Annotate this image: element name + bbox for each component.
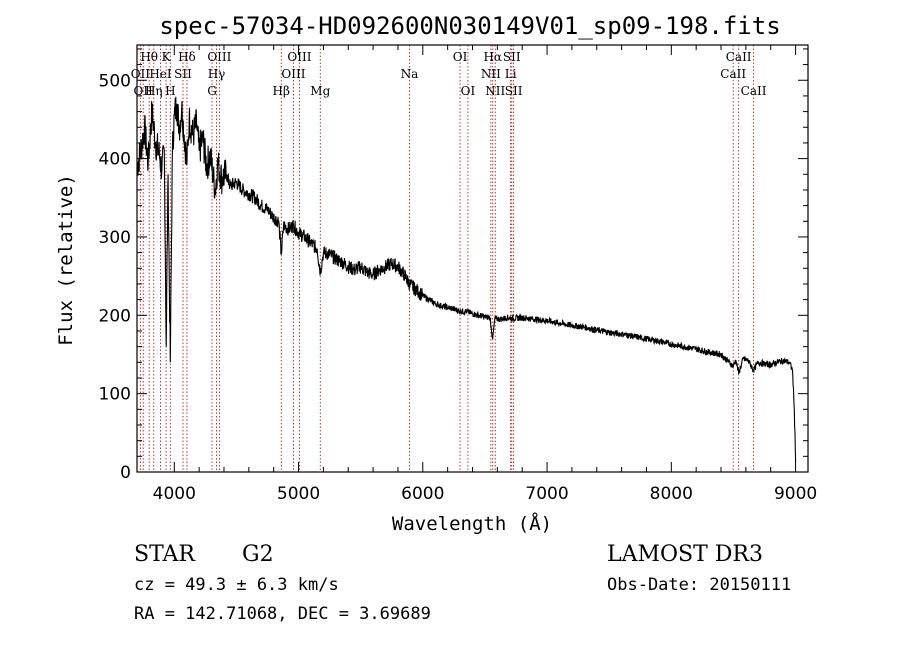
line-label: OI xyxy=(461,84,476,98)
line-label: NII xyxy=(481,67,501,81)
y-axis-label: Flux (relative) xyxy=(55,174,77,346)
line-label: OI xyxy=(453,50,468,64)
line-label: CaII xyxy=(720,67,746,81)
velocity-readout: cz = 49.3 ± 6.3 km/s xyxy=(134,575,339,595)
x-tick-label: 4000 xyxy=(153,484,196,504)
y-tick-labels: 0 100 200 300 400 500 xyxy=(99,71,131,483)
x-tick-label: 9000 xyxy=(774,484,817,504)
coordinates: RA = 142.71068, DEC = 3.69689 xyxy=(134,604,431,624)
line-label: Mg xyxy=(310,84,330,98)
y-tick-label: 100 xyxy=(99,385,131,405)
y-tick-label: 400 xyxy=(99,150,131,170)
line-label: SII xyxy=(503,50,521,64)
y-tick-label: 500 xyxy=(99,71,131,91)
y-tick-label: 0 xyxy=(120,463,131,483)
line-label: Li xyxy=(505,67,517,81)
line-label: H xyxy=(165,84,175,98)
spectrum-line xyxy=(136,96,797,463)
y-tick-label: 200 xyxy=(99,306,131,326)
x-tick-label: 5000 xyxy=(277,484,320,504)
line-label: Hα xyxy=(483,50,502,64)
y-tick-label: 300 xyxy=(99,228,131,248)
spectral-subclass: G2 xyxy=(242,542,274,567)
line-label: Hθ xyxy=(140,50,158,64)
line-label: G xyxy=(207,84,217,98)
line-marker-group xyxy=(139,45,755,472)
line-label: OII xyxy=(131,67,151,81)
x-tick-labels: 4000 5000 6000 7000 8000 9000 xyxy=(153,484,818,504)
x-axis-label: Wavelength (Å) xyxy=(392,512,552,535)
line-label: Hδ xyxy=(178,50,196,64)
line-label: Na xyxy=(401,67,419,81)
line-label: Hβ xyxy=(273,84,290,98)
line-label: OII xyxy=(134,84,154,98)
line-label: OIII xyxy=(287,50,311,64)
x-tick-label: 8000 xyxy=(650,484,693,504)
x-tick-label: 6000 xyxy=(401,484,444,504)
line-label: OIII xyxy=(281,67,305,81)
x-tick-label: 7000 xyxy=(525,484,568,504)
line-label: K xyxy=(162,50,172,64)
line-label: CaII xyxy=(741,84,767,98)
line-label: CaII xyxy=(726,50,752,64)
line-label: OIII xyxy=(207,50,231,64)
line-label: Hγ xyxy=(208,67,226,81)
plot-frame xyxy=(136,44,809,473)
line-label: HeI xyxy=(149,67,172,81)
line-label: Hη xyxy=(145,84,163,98)
survey-name: LAMOST DR3 xyxy=(607,542,763,567)
line-label: SII xyxy=(174,67,192,81)
object-class: STAR xyxy=(134,542,196,567)
obs-date: Obs-Date: 20150111 xyxy=(607,575,791,595)
line-label: NII xyxy=(485,84,505,98)
line-label: SII xyxy=(505,84,523,98)
chart-title: spec-57034-HD092600N030149V01_sp09-198.f… xyxy=(159,12,780,40)
axis-ticks xyxy=(137,45,808,473)
